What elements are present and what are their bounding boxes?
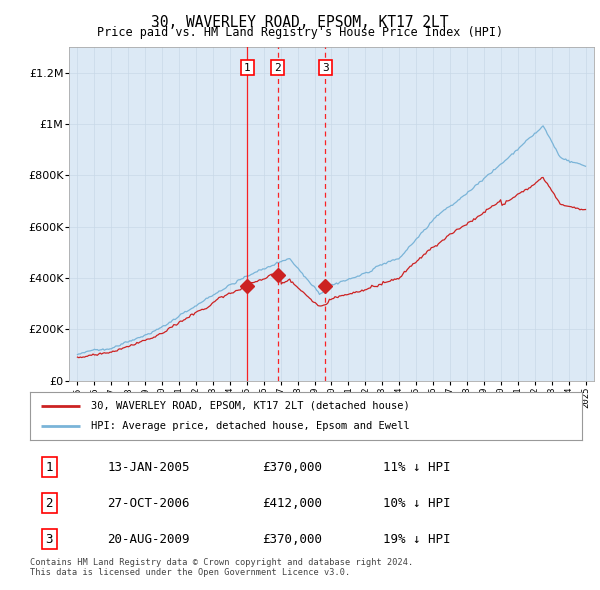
Text: 2: 2 — [274, 63, 281, 73]
Text: 30, WAVERLEY ROAD, EPSOM, KT17 2LT: 30, WAVERLEY ROAD, EPSOM, KT17 2LT — [151, 15, 449, 30]
Text: 10% ↓ HPI: 10% ↓ HPI — [383, 497, 451, 510]
Text: 2: 2 — [46, 497, 53, 510]
Text: 3: 3 — [322, 63, 329, 73]
Text: HPI: Average price, detached house, Epsom and Ewell: HPI: Average price, detached house, Epso… — [91, 421, 409, 431]
Text: £370,000: £370,000 — [262, 461, 322, 474]
Text: 20-AUG-2009: 20-AUG-2009 — [107, 533, 190, 546]
Text: 1: 1 — [244, 63, 251, 73]
Text: 3: 3 — [46, 533, 53, 546]
Text: 11% ↓ HPI: 11% ↓ HPI — [383, 461, 451, 474]
Text: 1: 1 — [46, 461, 53, 474]
Text: 13-JAN-2005: 13-JAN-2005 — [107, 461, 190, 474]
Text: £412,000: £412,000 — [262, 497, 322, 510]
Text: 19% ↓ HPI: 19% ↓ HPI — [383, 533, 451, 546]
Text: Contains HM Land Registry data © Crown copyright and database right 2024.
This d: Contains HM Land Registry data © Crown c… — [30, 558, 413, 577]
Text: 30, WAVERLEY ROAD, EPSOM, KT17 2LT (detached house): 30, WAVERLEY ROAD, EPSOM, KT17 2LT (deta… — [91, 401, 409, 411]
Text: Price paid vs. HM Land Registry's House Price Index (HPI): Price paid vs. HM Land Registry's House … — [97, 26, 503, 39]
Text: 27-OCT-2006: 27-OCT-2006 — [107, 497, 190, 510]
Text: £370,000: £370,000 — [262, 533, 322, 546]
